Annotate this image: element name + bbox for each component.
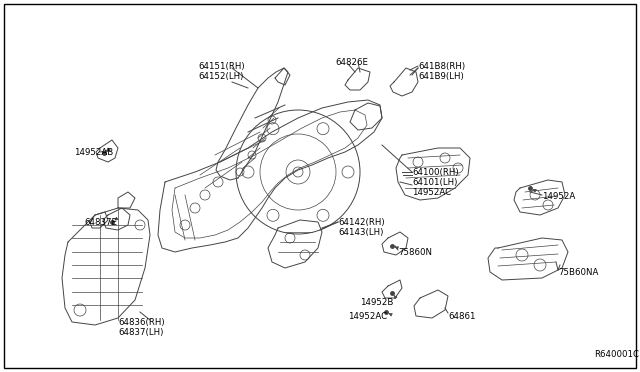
Text: 64101(LH): 64101(LH)	[412, 178, 458, 187]
Text: 64837E: 64837E	[84, 218, 117, 227]
Text: 64837(LH): 64837(LH)	[118, 328, 163, 337]
Text: 64142(RH): 64142(RH)	[338, 218, 385, 227]
Text: 75860N: 75860N	[398, 248, 432, 257]
Text: 14952AC: 14952AC	[412, 188, 451, 197]
Text: 14952B: 14952B	[360, 298, 394, 307]
Text: 14952AC: 14952AC	[348, 312, 387, 321]
Text: 64861: 64861	[448, 312, 476, 321]
Text: 64152(LH): 64152(LH)	[198, 72, 243, 81]
Text: R640001C: R640001C	[594, 350, 639, 359]
Text: 14952AB: 14952AB	[74, 148, 113, 157]
Text: 641B8(RH): 641B8(RH)	[418, 62, 465, 71]
Text: 75B60NA: 75B60NA	[558, 268, 598, 277]
Text: 64826E: 64826E	[335, 58, 368, 67]
Text: 64100(RH): 64100(RH)	[412, 168, 459, 177]
Text: 641B9(LH): 641B9(LH)	[418, 72, 464, 81]
Text: 64143(LH): 64143(LH)	[338, 228, 383, 237]
Text: 14952A: 14952A	[542, 192, 575, 201]
Text: 64836(RH): 64836(RH)	[118, 318, 164, 327]
Text: 64151(RH): 64151(RH)	[198, 62, 244, 71]
